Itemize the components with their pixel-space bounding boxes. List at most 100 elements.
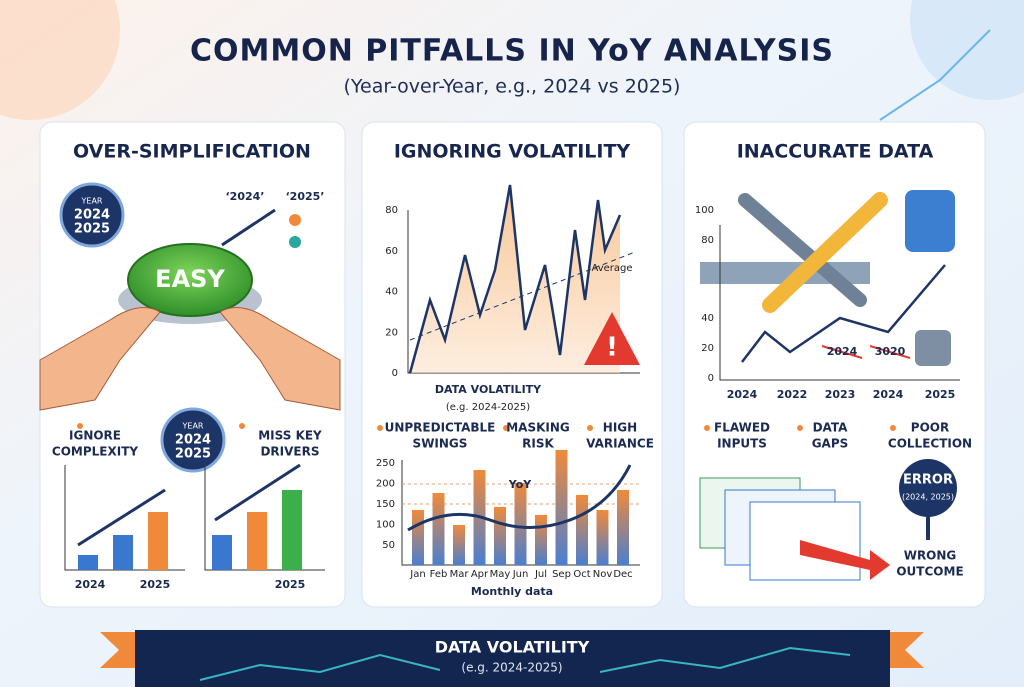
error-badge bbox=[899, 459, 957, 517]
bullet-text: COMPLEXITY bbox=[52, 445, 138, 459]
crossed-label: 2024 bbox=[827, 345, 858, 358]
month-label: Jul bbox=[534, 569, 547, 580]
month-label: Sep bbox=[552, 569, 571, 580]
bar bbox=[514, 483, 527, 565]
crossed-label: 3020 bbox=[875, 345, 906, 358]
decor bbox=[879, 29, 991, 121]
title: COMMON PITFALLS IN YoY ANALYSIS bbox=[190, 34, 834, 69]
banner bbox=[135, 630, 890, 687]
month-label: Jan bbox=[409, 569, 425, 580]
bullet-text: DRIVERS bbox=[260, 445, 319, 459]
bar bbox=[412, 510, 424, 565]
spreadsheet bbox=[749, 501, 861, 581]
y-tick-label: 50 bbox=[382, 540, 395, 551]
badge-text: YEAR bbox=[182, 422, 204, 431]
trend bbox=[407, 464, 632, 532]
database bbox=[905, 190, 955, 252]
month-label: Nov bbox=[593, 569, 613, 580]
bullet-text: POOR bbox=[911, 421, 949, 435]
subtitle: (Year-over-Year, e.g., 2024 vs 2025) bbox=[344, 76, 681, 98]
button-label: EASY bbox=[155, 265, 225, 293]
bar bbox=[576, 495, 588, 565]
bar bbox=[148, 512, 168, 570]
badge-text: YEAR bbox=[81, 197, 103, 206]
button bbox=[127, 243, 253, 317]
outcome: WRONG bbox=[904, 549, 957, 563]
decor bbox=[199, 653, 441, 681]
badge bbox=[59, 182, 125, 248]
badge-text: 2025 bbox=[175, 447, 211, 462]
badge-text: 2024 bbox=[74, 208, 110, 223]
x-label: 2024 bbox=[873, 388, 904, 401]
bullet-text: HIGH bbox=[603, 421, 637, 435]
bullet-text: INPUTS bbox=[717, 437, 767, 451]
month-label: Apr bbox=[471, 569, 489, 580]
axis bbox=[719, 225, 960, 381]
y-tick-label: 0 bbox=[708, 373, 714, 384]
bullet-text: IGNORE bbox=[69, 429, 121, 443]
bar bbox=[212, 535, 232, 570]
quote: ‘2025’ bbox=[286, 190, 325, 203]
bar bbox=[555, 450, 568, 565]
error-sub: (2024, 2025) bbox=[902, 493, 954, 502]
bullet bbox=[587, 425, 593, 431]
decor bbox=[0, 0, 120, 120]
bar bbox=[247, 512, 267, 570]
x-label: 2025 bbox=[140, 578, 171, 591]
bullet bbox=[377, 425, 383, 431]
month-label: Dec bbox=[613, 569, 632, 580]
caption-sub: (e.g. 2024-2025) bbox=[446, 402, 530, 413]
y-tick-label: 40 bbox=[701, 313, 714, 324]
month-label: Feb bbox=[430, 569, 448, 580]
x-label: 2025 bbox=[925, 388, 956, 401]
month-label: Jun bbox=[512, 569, 529, 580]
quote: ‘2024’ bbox=[226, 190, 265, 203]
bullet-text: SWINGS bbox=[413, 437, 468, 451]
banner-subtitle: (e.g. 2024-2025) bbox=[461, 661, 562, 675]
bullet-text: COLLECTION bbox=[888, 437, 972, 451]
wrench bbox=[738, 193, 867, 307]
line bbox=[741, 264, 946, 363]
panel-title: OVER-SIMPLIFICATION bbox=[73, 141, 311, 163]
panel-title: IGNORING VOLATILITY bbox=[394, 141, 631, 163]
warning bbox=[584, 312, 640, 365]
axis bbox=[64, 465, 185, 571]
bullet-text: RISK bbox=[522, 437, 554, 451]
bullet-text: DATA bbox=[813, 421, 849, 435]
yoy-label: YoY bbox=[508, 478, 533, 491]
bullet-text: GAPS bbox=[812, 437, 849, 451]
bar bbox=[113, 535, 133, 570]
arrow bbox=[800, 540, 890, 580]
badge-text: 2024 bbox=[175, 433, 211, 448]
outcome: OUTCOME bbox=[896, 565, 963, 579]
bar bbox=[596, 510, 609, 565]
x-label: 2023 bbox=[825, 388, 856, 401]
bar bbox=[78, 555, 98, 570]
y-tick-label: 60 bbox=[385, 246, 398, 257]
average-line bbox=[409, 251, 636, 341]
banner-title: DATA VOLATILITY bbox=[435, 638, 590, 657]
bullet-text: FLAWED bbox=[714, 421, 770, 435]
error-label: ERROR bbox=[903, 473, 953, 488]
y-tick-label: 0 bbox=[392, 368, 398, 379]
x-label: 2024 bbox=[75, 578, 106, 591]
bullet bbox=[890, 425, 896, 431]
panel-title: INACCURATE DATA bbox=[737, 141, 934, 163]
bullet bbox=[797, 425, 803, 431]
month-label: Mar bbox=[450, 569, 470, 580]
y-tick-label: 250 bbox=[376, 458, 395, 469]
y-tick-label: 80 bbox=[385, 205, 398, 216]
x-label: 2024 bbox=[727, 388, 758, 401]
y-tick-label: 100 bbox=[695, 205, 714, 216]
bullet-text: MASKING bbox=[506, 421, 570, 435]
strike bbox=[869, 345, 911, 359]
dot bbox=[289, 236, 301, 248]
volatile-line bbox=[408, 184, 622, 374]
database bbox=[915, 330, 951, 366]
hand bbox=[39, 307, 161, 411]
decor bbox=[599, 646, 851, 673]
arrow bbox=[77, 488, 166, 547]
caption: DATA VOLATILITY bbox=[435, 383, 542, 396]
